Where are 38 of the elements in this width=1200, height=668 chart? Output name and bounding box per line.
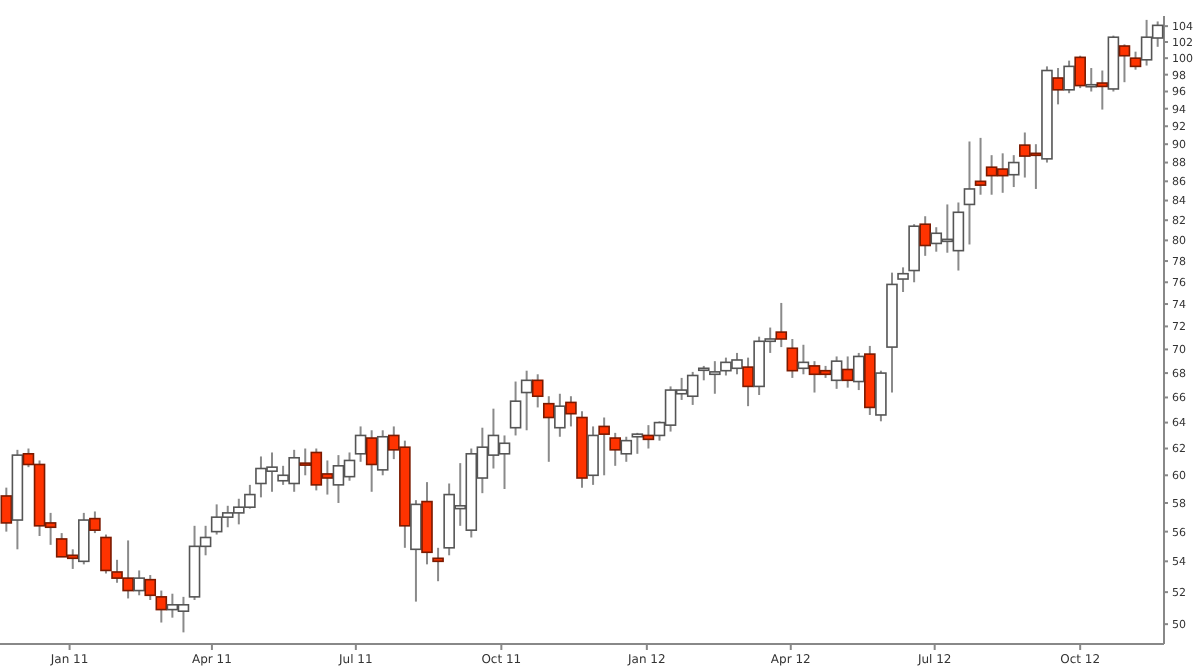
candlestick bbox=[89, 510, 101, 535]
candlestick bbox=[797, 343, 810, 376]
candlestick bbox=[542, 395, 555, 463]
candlestick bbox=[1085, 67, 1098, 93]
candlestick bbox=[1074, 54, 1086, 90]
candlestick bbox=[1007, 154, 1020, 189]
candlestick bbox=[875, 369, 887, 423]
candlestick bbox=[775, 301, 788, 349]
candlestick bbox=[786, 337, 799, 379]
candlestick bbox=[531, 373, 544, 409]
candlestick bbox=[1063, 59, 1075, 95]
candlestick bbox=[1129, 50, 1142, 71]
candlestick bbox=[520, 369, 533, 432]
candlestick bbox=[509, 380, 522, 437]
candlestick bbox=[830, 355, 843, 390]
candlestick bbox=[0, 486, 13, 533]
candlestick bbox=[642, 424, 655, 450]
candlestick bbox=[155, 589, 168, 624]
candlestick bbox=[963, 140, 976, 246]
candlestick bbox=[354, 425, 367, 463]
candlestick bbox=[1096, 69, 1109, 111]
candlestick bbox=[1118, 43, 1131, 84]
candlestick bbox=[841, 355, 854, 389]
candlestick bbox=[852, 351, 865, 392]
candlestick bbox=[1052, 67, 1064, 106]
candlestick bbox=[742, 356, 754, 408]
candlestick bbox=[133, 569, 145, 597]
candlestick bbox=[554, 392, 566, 438]
candlestick bbox=[432, 546, 444, 583]
candlestick bbox=[410, 499, 422, 603]
candlestick bbox=[78, 511, 90, 566]
candlestick bbox=[620, 435, 633, 463]
candlestick bbox=[587, 425, 599, 486]
candlestick bbox=[365, 429, 378, 493]
candlestick bbox=[376, 429, 389, 477]
candlestick bbox=[919, 215, 931, 257]
candlestick bbox=[144, 574, 157, 602]
candlestick bbox=[974, 136, 987, 196]
